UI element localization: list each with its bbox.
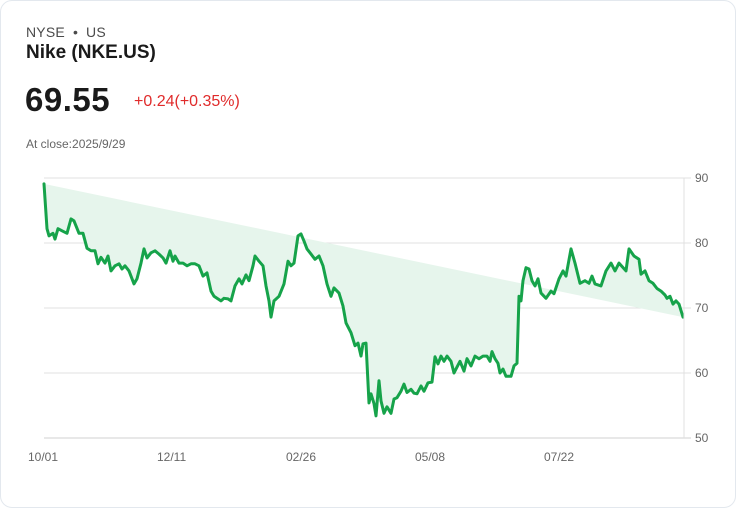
y-tick-label: 50 [695,431,709,445]
stock-name: Nike (NKE.US) [26,42,156,63]
region-label: US [86,24,106,40]
y-axis-ticks: 90 80 70 60 50 [695,171,709,445]
exchange-line: NYSE • US [26,24,106,40]
x-tick-label: 05/08 [415,450,445,464]
x-tick-label: 12/11 [157,450,186,464]
close-timestamp: At close:2025/9/29 [26,137,126,151]
chart-price-line [42,182,685,418]
separator-dot: • [72,24,79,40]
stock-price: 69.55 [25,81,111,118]
y-tick-label: 60 [695,366,709,380]
y-tick-label: 80 [695,236,709,250]
y-tick-label: 90 [695,171,709,185]
price-change: +0.24(+0.35%) [134,93,240,110]
exchange-label: NYSE [26,24,65,40]
x-axis-ticks: 10/01 12/11 02/26 05/08 07/22 [28,450,574,464]
y-tick-label: 70 [695,301,709,315]
x-tick-label: 02/26 [286,450,316,464]
chart-area-fill [44,183,683,416]
x-tick-label: 07/22 [544,450,574,464]
x-tick-label: 10/01 [28,450,58,464]
